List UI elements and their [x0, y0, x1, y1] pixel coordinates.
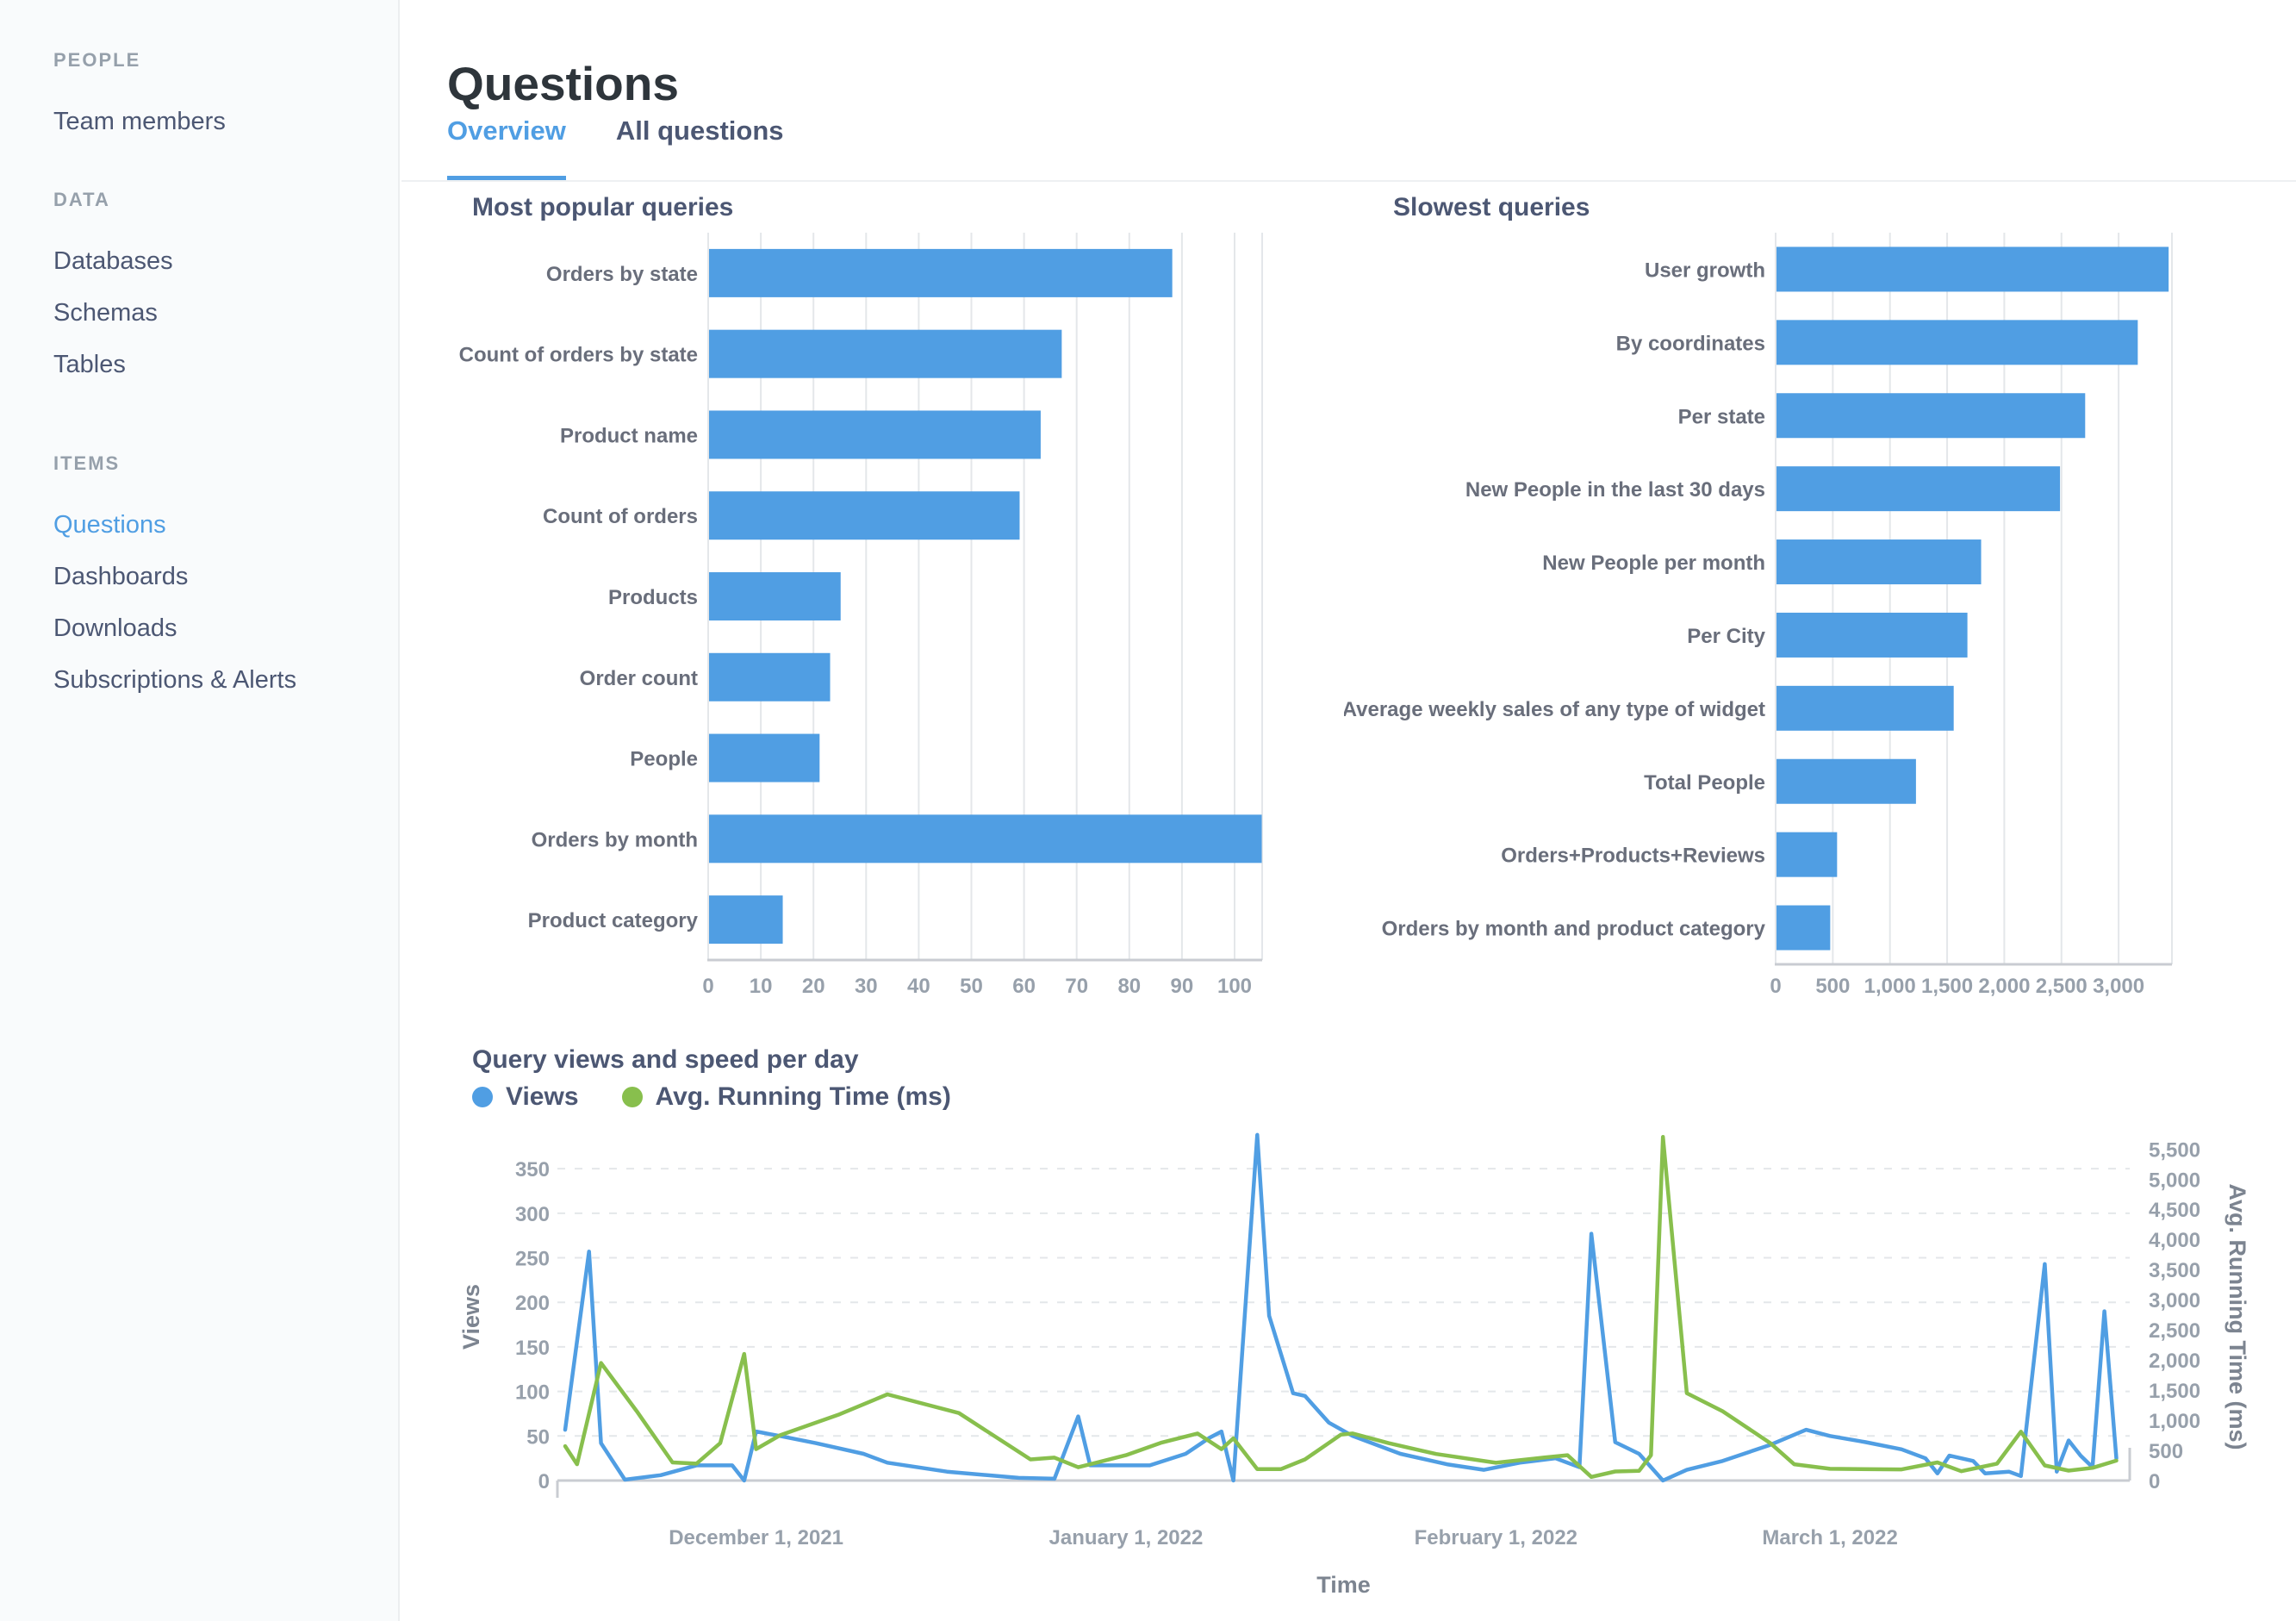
chart-title-slowest-queries: Slowest queries: [1393, 193, 1590, 221]
running-time-legend-label: Avg. Running Time (ms): [655, 1082, 951, 1111]
svg-text:2,000: 2,000: [2149, 1350, 2200, 1373]
svg-text:February 1, 2022: February 1, 2022: [1415, 1526, 1577, 1549]
svg-text:Average weekly sales of any ty: Average weekly sales of any type of widg…: [1344, 698, 1765, 721]
sidebar-item-dashboards[interactable]: Dashboards: [53, 563, 189, 590]
svg-text:80: 80: [1117, 975, 1141, 998]
svg-text:350: 350: [515, 1158, 550, 1181]
svg-text:3,500: 3,500: [2149, 1259, 2200, 1282]
svg-text:40: 40: [907, 975, 930, 998]
sidebar-item-subscriptions-alerts[interactable]: Subscriptions & Alerts: [53, 666, 297, 694]
admin-sidebar: PEOPLE Team members DATA Databases Schem…: [0, 0, 400, 1621]
svg-text:200: 200: [515, 1292, 550, 1315]
svg-text:Orders+Products+Reviews: Orders+Products+Reviews: [1501, 845, 1765, 868]
page-title: Questions: [447, 57, 679, 110]
svg-text:50: 50: [526, 1425, 550, 1449]
svg-text:Order count: Order count: [580, 667, 698, 690]
svg-text:1,000: 1,000: [1864, 975, 1916, 998]
sidebar-item-databases[interactable]: Databases: [53, 247, 173, 275]
svg-text:300: 300: [515, 1203, 550, 1226]
tab-overview[interactable]: Overview: [447, 117, 566, 180]
svg-text:4,500: 4,500: [2149, 1199, 2200, 1222]
chart-title-query-views-speed: Query views and speed per day: [472, 1045, 859, 1074]
svg-text:2,500: 2,500: [2036, 975, 2088, 998]
running-time-legend-dot-icon: [621, 1087, 643, 1107]
svg-text:User growth: User growth: [1645, 259, 1765, 282]
svg-text:December 1, 2021: December 1, 2021: [669, 1526, 843, 1549]
svg-text:30: 30: [855, 975, 878, 998]
query-views-speed-line-chart: 0 50 100 150 200 250 300 350 0 500 1,000 1,500 2,000…: [458, 1132, 2250, 1598]
svg-text:500: 500: [1815, 975, 1850, 998]
svg-text:Count of orders by state: Count of orders by state: [459, 344, 698, 367]
sidebar-item-downloads[interactable]: Downloads: [53, 614, 177, 642]
svg-text:Product category: Product category: [528, 909, 699, 932]
svg-text:Avg. Running Time (ms): Avg. Running Time (ms): [2224, 1183, 2250, 1450]
chart-title-most-popular-queries: Most popular queries: [472, 193, 734, 221]
svg-text:Orders by month: Orders by month: [532, 828, 698, 851]
most-popular-queries-bar-chart: 0 10 20 30 40 50 60 70 80 90 100 Orders by state Cou…: [459, 233, 1263, 998]
svg-text:70: 70: [1065, 975, 1088, 998]
views-legend-dot-icon: [472, 1087, 493, 1107]
svg-text:100: 100: [515, 1381, 550, 1405]
svg-text:150: 150: [515, 1337, 550, 1360]
svg-text:1,500: 1,500: [2149, 1380, 2200, 1403]
svg-text:20: 20: [802, 975, 825, 998]
svg-text:Product name: Product name: [560, 424, 698, 447]
tabs-divider: [401, 180, 2296, 182]
svg-text:Time: Time: [1316, 1572, 1371, 1598]
svg-text:Per City: Per City: [1687, 625, 1765, 648]
sidebar-section-data: DATA: [53, 189, 110, 210]
svg-text:3,000: 3,000: [2093, 975, 2144, 998]
sidebar-section-people: PEOPLE: [53, 49, 141, 71]
sidebar-item-team-members[interactable]: Team members: [53, 108, 226, 135]
svg-text:January 1, 2022: January 1, 2022: [1049, 1526, 1204, 1549]
svg-text:0: 0: [2149, 1470, 2160, 1493]
svg-text:New People in the last 30 days: New People in the last 30 days: [1465, 478, 1765, 502]
legend-item-views[interactable]: Views: [472, 1082, 579, 1112]
svg-text:2,000: 2,000: [1978, 975, 2030, 998]
svg-text:By coordinates: By coordinates: [1616, 332, 1765, 355]
svg-text:0: 0: [702, 975, 713, 998]
svg-text:1,000: 1,000: [2149, 1410, 2200, 1433]
svg-text:0: 0: [1770, 975, 1781, 998]
svg-text:Views: Views: [458, 1284, 484, 1350]
svg-text:Products: Products: [608, 586, 698, 609]
tab-bar: Overview All questions: [447, 117, 834, 180]
svg-text:10: 10: [750, 975, 773, 998]
svg-text:4,000: 4,000: [2149, 1229, 2200, 1252]
svg-text:50: 50: [960, 975, 983, 998]
svg-text:2,500: 2,500: [2149, 1319, 2200, 1343]
svg-text:90: 90: [1171, 975, 1194, 998]
svg-text:People: People: [630, 748, 698, 771]
svg-text:250: 250: [515, 1248, 550, 1271]
views-legend-label: Views: [506, 1082, 579, 1111]
sidebar-section-items: ITEMS: [53, 452, 121, 474]
svg-text:60: 60: [1012, 975, 1036, 998]
svg-text:1,500: 1,500: [1921, 975, 1973, 998]
svg-text:Orders by month and product ca: Orders by month and product category: [1382, 918, 1766, 941]
svg-text:Orders by state: Orders by state: [546, 263, 698, 286]
line-chart-legend: Views Avg. Running Time (ms): [472, 1082, 994, 1112]
legend-item-running-time[interactable]: Avg. Running Time (ms): [621, 1082, 951, 1112]
svg-text:5,500: 5,500: [2149, 1138, 2200, 1162]
svg-text:100: 100: [1217, 975, 1252, 998]
sidebar-item-questions[interactable]: Questions: [53, 511, 166, 539]
svg-text:Total People: Total People: [1644, 771, 1765, 795]
sidebar-item-schemas[interactable]: Schemas: [53, 299, 158, 327]
svg-text:Per state: Per state: [1678, 405, 1765, 428]
svg-text:3,000: 3,000: [2149, 1289, 2200, 1312]
svg-text:Count of orders: Count of orders: [543, 505, 698, 528]
svg-text:0: 0: [538, 1470, 550, 1493]
svg-text:500: 500: [2149, 1440, 2183, 1463]
svg-text:March 1, 2022: March 1, 2022: [1762, 1526, 1897, 1549]
slowest-queries-bar-chart: 0 500 1,000 1,500 2,000 2,500 3,000 User growth…: [1344, 233, 2173, 998]
sidebar-item-tables[interactable]: Tables: [53, 351, 126, 378]
tab-all-questions[interactable]: All questions: [615, 115, 784, 146]
svg-text:5,000: 5,000: [2149, 1169, 2200, 1192]
svg-text:New People per month: New People per month: [1542, 552, 1765, 575]
